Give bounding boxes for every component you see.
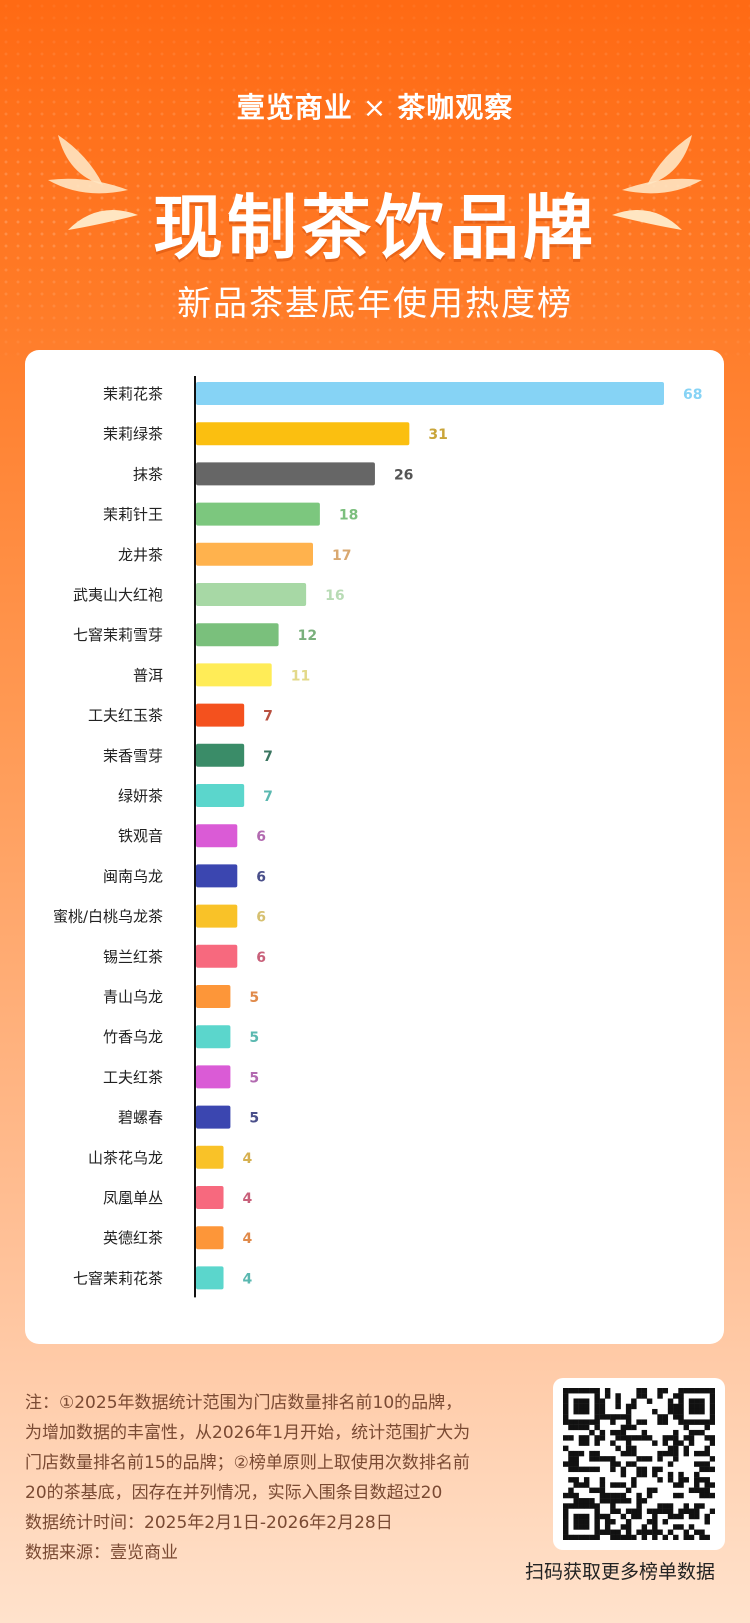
bar — [196, 1065, 231, 1089]
category-label: 碧螺春 — [118, 1109, 163, 1127]
bar — [196, 1226, 224, 1250]
bar — [196, 703, 245, 727]
category-label: 铁观音 — [118, 827, 163, 845]
bar — [196, 663, 272, 687]
value-label: 6 — [256, 950, 266, 966]
bar — [196, 1145, 224, 1169]
chart-card: 茉莉花茶 68 茉莉绿茶 31 抹茶 26 茉莉针王 18 龙井茶 17 武夷山大红袍 16 七窨茉莉雪… — [25, 350, 724, 1344]
laurel-left-icon — [48, 135, 138, 230]
value-label: 7 — [263, 709, 273, 725]
value-label: 4 — [243, 1231, 253, 1247]
value-label: 4 — [243, 1191, 253, 1207]
note-line: 门店数量排名前15的品牌；②榜单原则上取使用次数排名前 — [25, 1453, 470, 1473]
value-label: 5 — [249, 1030, 259, 1046]
page-subtitle: 新品茶基底年使用热度榜 — [177, 284, 573, 324]
value-label: 4 — [243, 1271, 253, 1287]
bar — [196, 743, 245, 767]
bar — [196, 1105, 231, 1129]
category-label: 绿妍茶 — [118, 787, 163, 805]
value-label: 5 — [249, 990, 259, 1006]
category-label: 茉香雪芽 — [103, 747, 163, 765]
category-label: 英德红茶 — [103, 1229, 163, 1247]
category-label: 山茶花乌龙 — [88, 1149, 163, 1167]
bar — [196, 462, 375, 486]
category-label: 普洱 — [133, 666, 163, 684]
value-label: 18 — [339, 508, 358, 524]
category-label: 青山乌龙 — [103, 988, 163, 1006]
cross-sign: × — [362, 91, 388, 124]
bar — [196, 824, 238, 848]
brand-left-logo: 壹览商业 — [236, 91, 353, 124]
note-line: 为增加数据的丰富性，从2026年1月开始，统计范围扩大为 — [25, 1423, 471, 1443]
value-label: 17 — [332, 548, 351, 564]
value-label: 26 — [394, 467, 413, 483]
category-label: 茉莉花茶 — [103, 385, 163, 403]
value-label: 68 — [683, 387, 702, 403]
value-label: 4 — [243, 1151, 253, 1167]
bar — [196, 1186, 224, 1209]
category-label: 工夫红茶 — [103, 1068, 163, 1086]
category-label: 竹香乌龙 — [103, 1028, 163, 1046]
bar — [196, 583, 307, 606]
note-line: 数据来源：壹览商业 — [25, 1543, 178, 1563]
value-label: 7 — [263, 789, 273, 805]
value-label: 6 — [256, 910, 266, 926]
footer-notes: 注：①2025年数据统计范围为门店数量排名前10的品牌， 为增加数据的丰富性，从… — [25, 1388, 545, 1568]
category-label: 蜜桃/白桃乌龙茶 — [53, 908, 163, 926]
value-label: 7 — [263, 749, 273, 765]
value-label: 5 — [249, 1111, 259, 1127]
category-label: 茉莉针王 — [103, 506, 163, 524]
bar — [196, 944, 238, 968]
value-label: 6 — [256, 869, 266, 885]
qr-code-icon — [563, 1388, 715, 1540]
bar — [196, 623, 279, 647]
bar — [196, 422, 410, 446]
value-label: 6 — [256, 829, 266, 845]
note-line: 注：①2025年数据统计范围为门店数量排名前10的品牌， — [25, 1393, 463, 1413]
qr-caption: 扫码获取更多榜单数据 — [524, 1561, 715, 1583]
bar — [196, 502, 320, 526]
category-label: 龙井茶 — [118, 546, 163, 564]
bar — [196, 1025, 231, 1049]
note-line: 数据统计时间：2025年2月1日-2026年2月28日 — [25, 1513, 393, 1533]
laurel-right-icon — [612, 135, 702, 230]
category-label: 抹茶 — [133, 465, 163, 483]
bar — [196, 904, 238, 928]
qr-code[interactable] — [553, 1378, 725, 1550]
bar — [196, 784, 245, 807]
value-label: 12 — [298, 628, 317, 644]
brand-line: 壹览商业 × 茶咖观察 — [0, 86, 750, 126]
category-label: 七窨茉莉花茶 — [73, 1269, 163, 1287]
bar — [196, 864, 238, 888]
note-line: 20的茶基底，因存在并列情况，实际入围条目数超过20 — [25, 1483, 443, 1503]
bar — [196, 985, 231, 1008]
category-label: 闽南乌龙 — [103, 867, 163, 885]
category-label: 武夷山大红袍 — [73, 586, 163, 604]
category-label: 锡兰红茶 — [103, 948, 163, 966]
bar-chart: 茉莉花茶 68 茉莉绿茶 31 抹茶 26 茉莉针王 18 龙井茶 17 武夷山大红袍 16 七窨茉莉雪… — [53, 376, 702, 1298]
value-label: 5 — [249, 1070, 259, 1086]
category-label: 茉莉绿茶 — [103, 425, 163, 443]
bar — [196, 1266, 224, 1290]
page-title: 现制茶饮品牌 — [153, 187, 597, 269]
value-label: 16 — [325, 588, 344, 604]
category-label: 凤凰单丛 — [103, 1189, 163, 1207]
category-label: 工夫红玉茶 — [88, 707, 163, 725]
bar — [196, 382, 664, 405]
brand-right-logo: 茶咖观察 — [397, 91, 514, 124]
bar — [196, 542, 313, 566]
value-label: 31 — [428, 427, 447, 443]
category-label: 七窨茉莉雪芽 — [73, 626, 163, 644]
header-dot-pattern — [0, 0, 750, 360]
value-label: 11 — [291, 668, 310, 684]
